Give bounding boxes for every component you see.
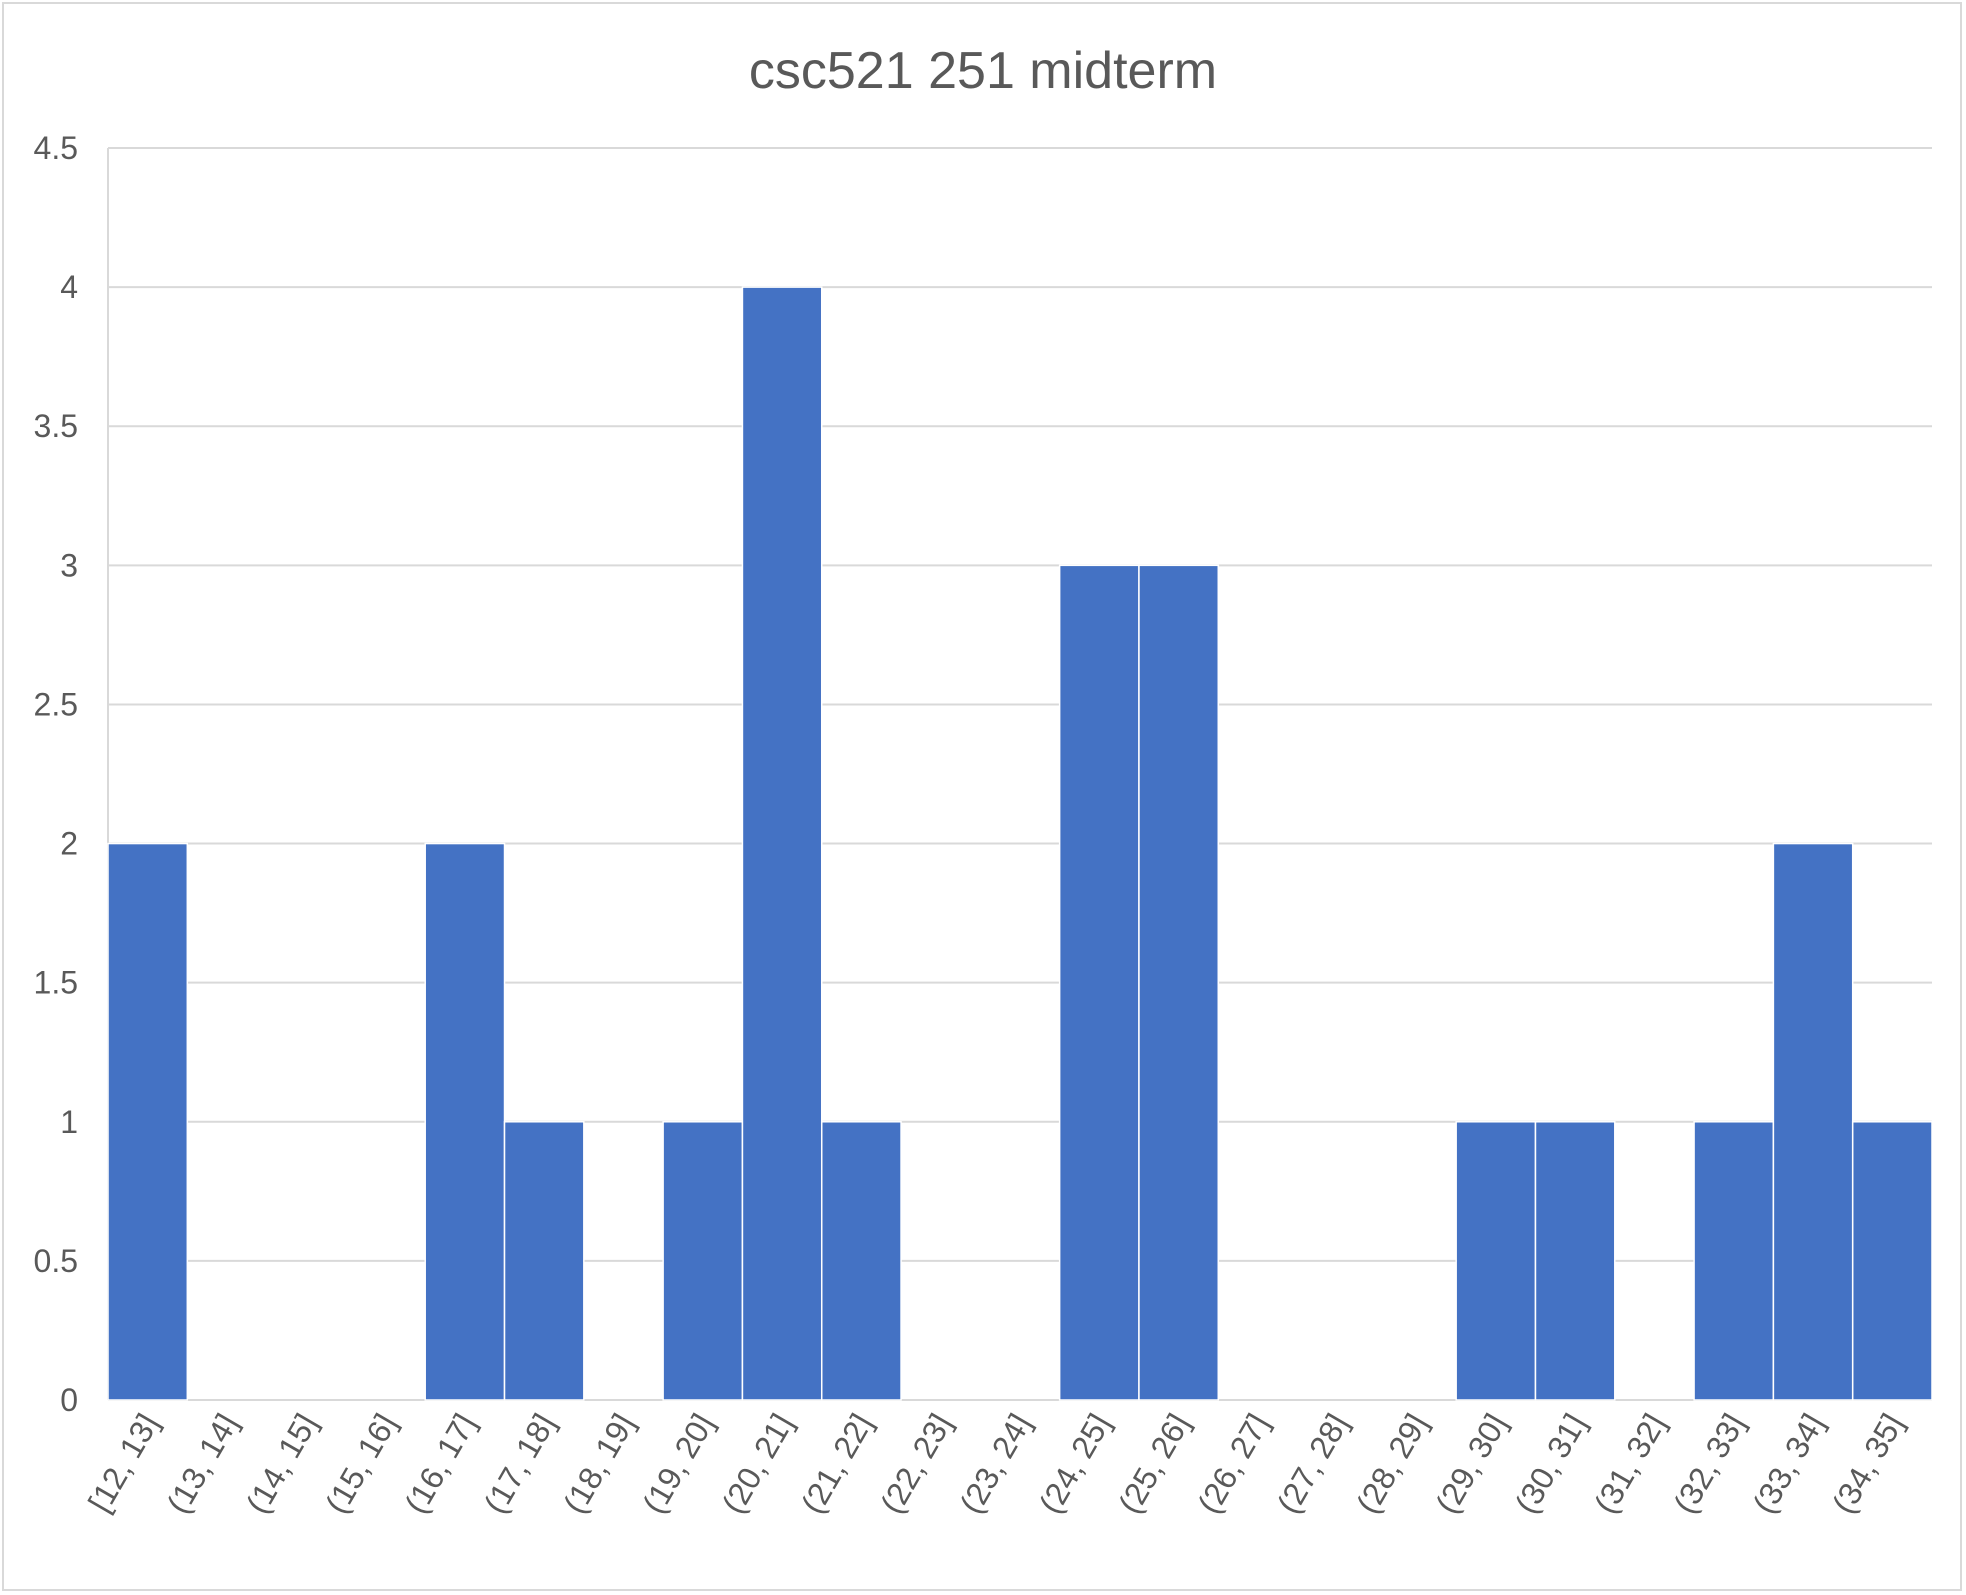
x-tick-label: (21, 22]: [794, 1408, 879, 1520]
bar: [1534, 1121, 1616, 1401]
bar: [820, 1121, 902, 1401]
x-tick-label: (22, 23]: [873, 1408, 958, 1520]
x-tick-label: (34, 35]: [1825, 1408, 1910, 1520]
bar: [662, 1121, 744, 1401]
x-tick-label: (27, 28]: [1270, 1408, 1355, 1520]
x-tick-label: (23, 24]: [953, 1408, 1038, 1520]
bar: [1138, 564, 1220, 1401]
x-tick-label: (28, 29]: [1349, 1408, 1434, 1520]
gridlines: [107, 147, 1932, 1401]
y-tick-label: 0: [60, 1382, 78, 1418]
y-tick-label: 1.5: [34, 965, 78, 1001]
x-tick-label: (17, 18]: [477, 1408, 562, 1520]
y-tick-label: 3.5: [34, 408, 78, 444]
y-tick-label: 4: [60, 269, 78, 305]
x-tick-label: (20, 21]: [715, 1408, 800, 1520]
x-tick-label: (14, 15]: [239, 1408, 324, 1520]
x-tick-label: (15, 16]: [318, 1408, 403, 1520]
x-tick-label: (33, 34]: [1746, 1408, 1831, 1520]
x-tick-label: (19, 20]: [635, 1408, 720, 1520]
y-tick-label: 1: [60, 1104, 78, 1140]
bars: [107, 286, 1933, 1401]
x-tick-label: [12, 13]: [81, 1408, 166, 1518]
bar: [107, 842, 189, 1401]
y-tick-label: 4.5: [34, 130, 78, 166]
y-tick-label: 2: [60, 826, 78, 862]
bar: [1058, 564, 1140, 1401]
y-axis-ticks: 0 0.5 1 1.5 2 2.5 3 3.5 4 4.5: [34, 130, 78, 1418]
x-tick-label: (24, 25]: [1032, 1408, 1117, 1520]
x-tick-label: (18, 19]: [556, 1408, 641, 1520]
x-tick-label: (29, 30]: [1428, 1408, 1513, 1520]
bar: [424, 842, 506, 1401]
x-tick-label: (31, 32]: [1587, 1408, 1672, 1520]
bar: [1455, 1121, 1537, 1401]
bar: [741, 286, 823, 1401]
y-tick-label: 2.5: [34, 686, 78, 722]
x-axis-ticks: [12, 13](13, 14](14, 15](15, 16](16, 17]…: [81, 1408, 1910, 1520]
x-tick-label: (16, 17]: [397, 1408, 482, 1520]
y-tick-label: 3: [60, 547, 78, 583]
bar: [1851, 1121, 1933, 1401]
bar: [503, 1121, 585, 1401]
x-tick-label: (25, 26]: [1111, 1408, 1196, 1520]
x-tick-label: (13, 14]: [160, 1408, 245, 1520]
x-tick-label: (26, 27]: [1191, 1408, 1276, 1520]
x-tick-label: (30, 31]: [1508, 1408, 1593, 1520]
chart-title: csc521 251 midterm: [749, 42, 1217, 100]
bar: [1693, 1121, 1775, 1401]
y-tick-label: 0.5: [34, 1243, 78, 1279]
bar: [1772, 842, 1854, 1401]
x-tick-label: (32, 33]: [1666, 1408, 1751, 1520]
